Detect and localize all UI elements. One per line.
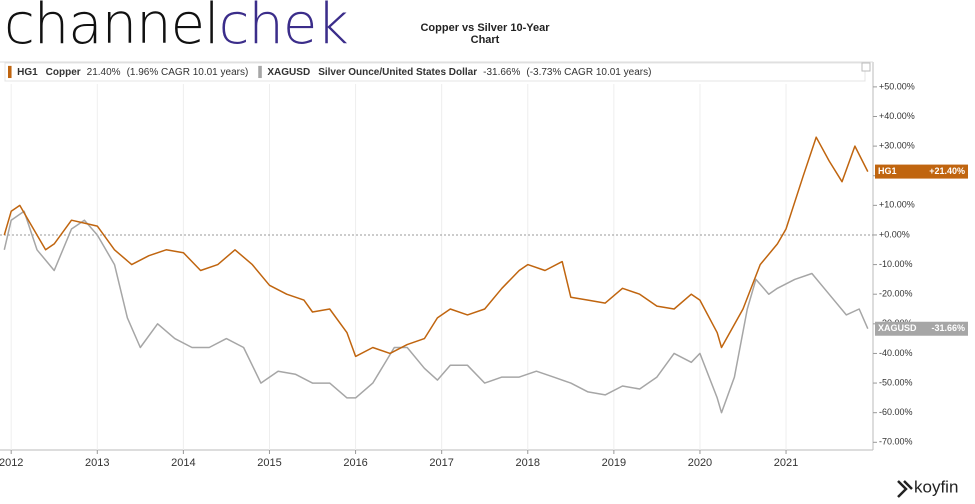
y-tick-label: +10.00% (879, 200, 915, 210)
logo: channelchek (4, 0, 349, 57)
legend-ticker: XAGUSD (267, 67, 310, 78)
end-tag (875, 164, 968, 179)
x-tick-label: 2012 (0, 457, 23, 469)
legend-name: Silver Ounce/United States Dollar (318, 67, 477, 78)
legend-box (4, 62, 866, 82)
x-tick-label: 2013 (85, 457, 109, 469)
legend-swatch: ▌ (8, 65, 15, 79)
x-tick-label: 2015 (257, 457, 281, 469)
y-tick-label: -20.00% (879, 289, 913, 299)
end-tag-ticker: HG1 (878, 166, 897, 176)
end-tag-ticker: XAGUSD (878, 323, 917, 333)
series-line (3, 136, 869, 358)
legend-cagr: (1.96% CAGR 10.01 years) (127, 67, 249, 78)
end-tag (875, 321, 968, 336)
x-tick-label: 2021 (774, 457, 798, 469)
logo-part: channel (4, 0, 220, 57)
y-tick-label: -50.00% (879, 377, 913, 387)
brand-icon (897, 480, 913, 498)
y-tick-label: +50.00% (879, 81, 915, 91)
legend-name: Copper (46, 67, 81, 78)
y-tick-label: -70.00% (879, 437, 913, 447)
legend-swatch: ▌ (258, 65, 265, 79)
y-tick-label: +40.00% (879, 111, 915, 121)
y-tick-label: +30.00% (879, 140, 915, 150)
legend-cagr: (-3.73% CAGR 10.01 years) (526, 67, 651, 78)
legend-button (861, 62, 871, 72)
x-tick-label: 2017 (429, 457, 453, 469)
y-tick-label: -10.00% (879, 259, 913, 269)
x-tick-label: 2014 (171, 457, 195, 469)
x-tick-label: 2020 (688, 457, 712, 469)
y-tick-label: +0.00% (879, 229, 910, 239)
logo-part: chek (218, 0, 349, 57)
y-tick-label: -60.00% (879, 407, 913, 417)
x-tick-label: 2019 (602, 457, 626, 469)
legend-change: 21.40% (87, 67, 121, 78)
legend-ticker: HG1 (17, 67, 38, 78)
legend-change: -31.66% (483, 67, 520, 78)
end-tag-label: -31.66% (931, 323, 965, 333)
footer-brand: koyfin (914, 477, 958, 496)
chart-title: Copper vs Silver 10-Year Chart (420, 22, 550, 46)
y-tick-label: -40.00% (879, 348, 913, 358)
x-tick-label: 2016 (343, 457, 367, 469)
x-tick-label: 2018 (516, 457, 540, 469)
end-tag-label: +21.40% (929, 166, 965, 176)
legend: ▌ HG1 Copper 21.40% (1.96% CAGR 10.01 years)… (8, 65, 651, 79)
series-line (3, 210, 869, 414)
